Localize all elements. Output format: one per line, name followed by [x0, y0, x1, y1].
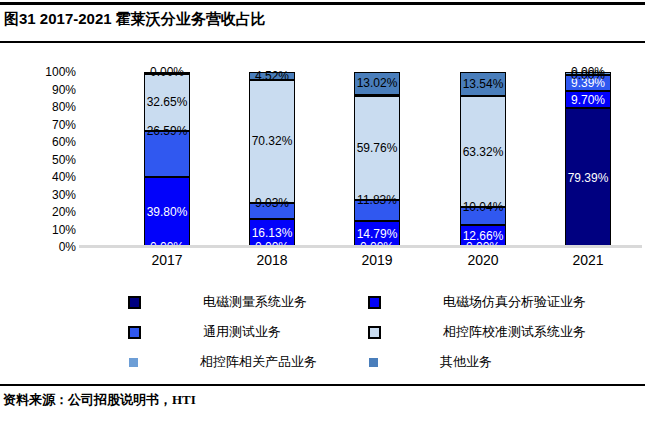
bar-2018: 0.00%16.13%9.03%70.32%4.52%: [249, 52, 295, 247]
bar-label: 10.04%: [463, 200, 504, 214]
legend-swatch: [369, 358, 378, 367]
bar-label: 13.02%: [357, 76, 398, 90]
bar-label: 59.76%: [357, 141, 398, 155]
plot-area: 0.00%39.80%26.59%32.65%0.00%0.00%16.13%9…: [0, 52, 645, 247]
chart-legend: 电磁测量系统业务 电磁场仿真分析验证业务通用测试业务 相控阵校准测试系统业务相控阵相…: [98, 287, 598, 377]
bar-label: 63.32%: [463, 145, 504, 159]
bar-label: 12.66%: [463, 229, 504, 243]
bar-label: 13.54%: [463, 77, 504, 91]
footer-rule: [0, 384, 645, 386]
legend-swatch: [128, 326, 141, 339]
x-axis-baseline: [79, 245, 642, 248]
bar-label: 70.32%: [252, 134, 293, 148]
bar-label: 79.39%: [568, 171, 609, 185]
report-chart-page: { "header": { "title": "图31 2017-2021 霍莱…: [0, 0, 645, 421]
bar-label: 9.03%: [255, 196, 289, 210]
legend-item: 电磁测量系统业务: [98, 293, 338, 311]
title-underline-rule: [0, 41, 645, 43]
bar-2021: 79.39%9.70%9.39%0.00%0.00%: [565, 52, 611, 247]
legend-label: 电磁场仿真分析验证业务: [443, 293, 586, 311]
bar-label: 4.52%: [255, 69, 289, 83]
legend-item: 电磁场仿真分析验证业务: [338, 293, 568, 311]
x-axis-labels: 2017 2018 2019 2020 2021: [0, 252, 645, 270]
legend-item: 通用测试业务: [98, 323, 338, 341]
legend-label: 通用测试业务: [203, 323, 281, 341]
legend-label: 相控阵相关产品业务: [200, 353, 317, 371]
bar-label: 32.65%: [147, 95, 188, 109]
bar-label: 16.13%: [252, 226, 293, 240]
legend-swatch: [128, 296, 141, 309]
bar-label: 14.79%: [357, 227, 398, 241]
legend-label: 电磁测量系统业务: [203, 293, 307, 311]
legend-label: 相控阵校准测试系统业务: [443, 323, 586, 341]
x-tick-label: 2019: [342, 252, 412, 268]
legend-swatch: [368, 296, 381, 309]
bar-2020: 0.00%12.66%10.04%63.32%13.54%: [460, 52, 506, 247]
bar-label: 0.00%: [571, 65, 605, 79]
legend-swatch: [129, 358, 138, 367]
legend-item: 其他业务: [338, 353, 568, 371]
bar-label: 26.59%: [147, 124, 188, 138]
bar-label: 11.83%: [357, 193, 397, 207]
x-tick-label: 2020: [448, 252, 518, 268]
bar-label: 9.70%: [571, 93, 605, 107]
source-note: 资料来源：公司招股说明书，HTI: [3, 391, 633, 409]
top-border-rule: [0, 2, 645, 5]
legend-label: 其他业务: [440, 353, 492, 371]
legend-item: 相控阵相关产品业务: [98, 353, 338, 371]
bar-2019: 0.00%14.79%11.83%59.76%13.02%: [354, 52, 400, 247]
x-tick-label: 2021: [553, 252, 623, 268]
bar-2017: 0.00%39.80%26.59%32.65%0.00%: [144, 52, 190, 247]
page-title: 图31 2017-2021 霍莱沃分业务营收占比: [4, 10, 634, 29]
bar-label: 0.00%: [150, 65, 184, 79]
legend-item: 相控阵校准测试系统业务: [338, 323, 568, 341]
bar-label: 39.80%: [147, 205, 188, 219]
legend-swatch: [368, 326, 381, 339]
x-tick-label: 2017: [132, 252, 202, 268]
x-tick-label: 2018: [237, 252, 307, 268]
